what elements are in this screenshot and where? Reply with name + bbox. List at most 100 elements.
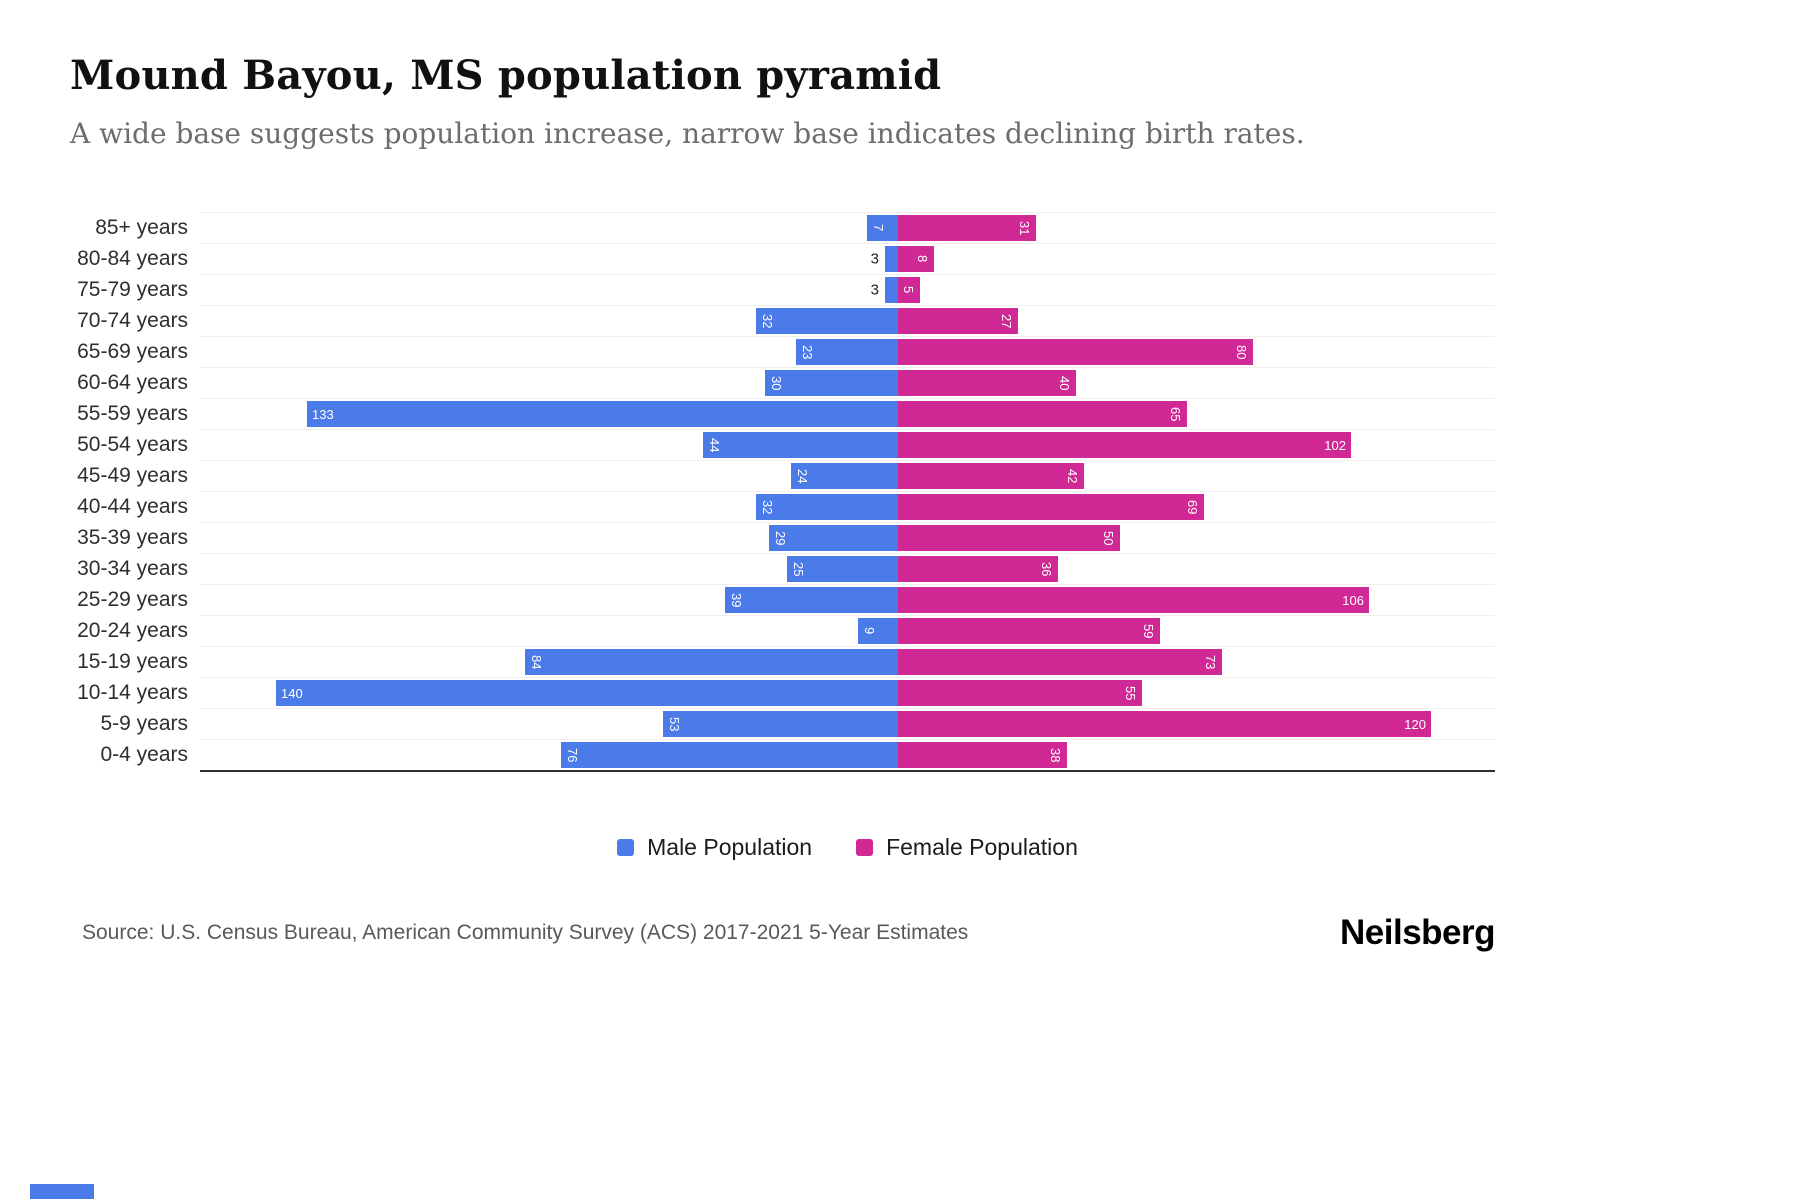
female-bar[interactable]: 50 bbox=[898, 525, 1120, 551]
male-bar[interactable]: 39 bbox=[725, 587, 898, 613]
male-value-label: 3 bbox=[870, 281, 879, 299]
female-value-label: 59 bbox=[1141, 623, 1156, 639]
neilsberg-logo: Neilsberg bbox=[1340, 913, 1496, 952]
male-bar[interactable]: 29 bbox=[769, 525, 898, 551]
male-bar[interactable] bbox=[885, 246, 898, 272]
age-row: 10-14 years 140 55 bbox=[70, 677, 1495, 708]
male-bar[interactable]: 133 bbox=[307, 401, 898, 427]
male-bar[interactable]: 44 bbox=[703, 432, 898, 458]
age-group-label: 0-4 years bbox=[100, 743, 188, 766]
female-bar[interactable]: 8 bbox=[898, 246, 934, 272]
bottom-left-accent bbox=[30, 1184, 94, 1199]
male-bar[interactable]: 7 bbox=[867, 215, 898, 241]
female-bar[interactable]: 102 bbox=[898, 432, 1351, 458]
female-bar[interactable]: 69 bbox=[898, 494, 1204, 520]
age-row: 25-29 years 39 106 bbox=[70, 584, 1495, 615]
female-value-label: 55 bbox=[1123, 685, 1138, 701]
male-bar[interactable]: 24 bbox=[791, 463, 898, 489]
row-track: 29 50 bbox=[200, 522, 1495, 553]
female-bar[interactable]: 38 bbox=[898, 742, 1067, 768]
row-track: 44 102 bbox=[200, 429, 1495, 460]
female-bar[interactable]: 106 bbox=[898, 587, 1369, 613]
male-bar[interactable]: 32 bbox=[756, 308, 898, 334]
female-value-label: 31 bbox=[1017, 220, 1032, 236]
female-value-label: 102 bbox=[1324, 437, 1346, 453]
age-group-label: 60-64 years bbox=[77, 371, 188, 394]
male-value-label: 44 bbox=[707, 437, 722, 453]
row-track: 9 59 bbox=[200, 615, 1495, 646]
male-value-label: 30 bbox=[769, 375, 784, 391]
age-row: 85+ years 7 31 bbox=[70, 212, 1495, 243]
female-bar[interactable]: 80 bbox=[898, 339, 1253, 365]
female-bar[interactable]: 73 bbox=[898, 649, 1222, 675]
male-bar[interactable]: 30 bbox=[765, 370, 898, 396]
row-track: 30 40 bbox=[200, 367, 1495, 398]
age-row: 5-9 years 53 120 bbox=[70, 708, 1495, 739]
row-track: 32 69 bbox=[200, 491, 1495, 522]
row-track: 23 80 bbox=[200, 336, 1495, 367]
age-group-label: 10-14 years bbox=[77, 681, 188, 704]
age-group-label: 20-24 years bbox=[77, 619, 188, 642]
female-bar[interactable]: 40 bbox=[898, 370, 1076, 396]
male-bar[interactable] bbox=[885, 277, 898, 303]
female-value-label: 50 bbox=[1101, 530, 1116, 546]
page-title: Mound Bayou, MS population pyramid bbox=[70, 52, 942, 99]
female-bar[interactable]: 65 bbox=[898, 401, 1187, 427]
row-track: 32 27 bbox=[200, 305, 1495, 336]
female-bar[interactable]: 59 bbox=[898, 618, 1160, 644]
male-value-label: 32 bbox=[760, 499, 775, 515]
age-group-label: 5-9 years bbox=[100, 712, 188, 735]
male-value-label: 32 bbox=[760, 313, 775, 329]
male-value-label: 133 bbox=[312, 406, 334, 422]
age-row: 30-34 years 25 36 bbox=[70, 553, 1495, 584]
age-row: 15-19 years 84 73 bbox=[70, 646, 1495, 677]
male-value-label: 3 bbox=[870, 250, 879, 268]
male-bar[interactable]: 76 bbox=[561, 742, 898, 768]
male-bar[interactable]: 32 bbox=[756, 494, 898, 520]
female-value-label: 5 bbox=[901, 286, 916, 294]
legend-item-female[interactable]: Female Population bbox=[856, 834, 1078, 861]
female-bar[interactable]: 55 bbox=[898, 680, 1142, 706]
age-group-label: 40-44 years bbox=[77, 495, 188, 518]
male-bar[interactable]: 84 bbox=[525, 649, 898, 675]
age-row: 65-69 years 23 80 bbox=[70, 336, 1495, 367]
legend-label-male: Male Population bbox=[647, 834, 813, 860]
page-subtitle: A wide base suggests population increase… bbox=[70, 117, 1305, 150]
row-track: 39 106 bbox=[200, 584, 1495, 615]
female-bar[interactable]: 5 bbox=[898, 277, 920, 303]
female-bar[interactable]: 120 bbox=[898, 711, 1431, 737]
female-bar[interactable]: 27 bbox=[898, 308, 1018, 334]
female-value-label: 73 bbox=[1203, 654, 1218, 670]
age-group-label: 30-34 years bbox=[77, 557, 188, 580]
legend-item-male[interactable]: Male Population bbox=[617, 834, 812, 861]
page: Mound Bayou, MS population pyramid A wid… bbox=[70, 0, 1496, 953]
male-bar[interactable]: 140 bbox=[276, 680, 898, 706]
row-track: 53 120 bbox=[200, 708, 1495, 739]
age-group-label: 75-79 years bbox=[77, 278, 188, 301]
female-value-label: 36 bbox=[1039, 561, 1054, 577]
male-value-label: 7 bbox=[871, 224, 886, 232]
age-group-label: 35-39 years bbox=[77, 526, 188, 549]
age-row: 35-39 years 29 50 bbox=[70, 522, 1495, 553]
age-row: 75-79 years 3 5 bbox=[70, 274, 1495, 305]
male-value-label: 76 bbox=[565, 747, 580, 763]
male-bar[interactable]: 53 bbox=[663, 711, 898, 737]
male-bar[interactable]: 25 bbox=[787, 556, 898, 582]
male-bar[interactable]: 23 bbox=[796, 339, 898, 365]
row-track: 24 42 bbox=[200, 460, 1495, 491]
age-group-label: 80-84 years bbox=[77, 247, 188, 270]
female-bar[interactable]: 42 bbox=[898, 463, 1084, 489]
male-value-label: 53 bbox=[667, 716, 682, 732]
population-pyramid-chart: 85+ years 7 31 80-84 years 3 8 75-79 years 3 5 70… bbox=[70, 212, 1495, 772]
male-bar[interactable]: 9 bbox=[858, 618, 898, 644]
female-bar[interactable]: 36 bbox=[898, 556, 1058, 582]
female-bar[interactable]: 31 bbox=[898, 215, 1036, 241]
row-track: 133 65 bbox=[200, 398, 1495, 429]
age-row: 60-64 years 30 40 bbox=[70, 367, 1495, 398]
legend: Male Population Female Population bbox=[200, 834, 1495, 861]
source-text: Source: U.S. Census Bureau, American Com… bbox=[82, 921, 969, 944]
female-value-label: 69 bbox=[1185, 499, 1200, 515]
age-group-label: 55-59 years bbox=[77, 402, 188, 425]
age-group-label: 85+ years bbox=[95, 216, 188, 239]
